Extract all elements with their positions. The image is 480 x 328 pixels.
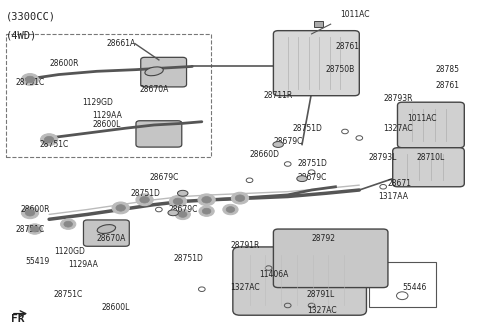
Ellipse shape (178, 190, 188, 196)
Circle shape (22, 207, 38, 219)
Bar (6, 34, 211, 157)
FancyBboxPatch shape (393, 148, 464, 187)
Circle shape (202, 196, 211, 203)
Text: 28751C: 28751C (16, 225, 45, 234)
Text: 28679C: 28679C (297, 173, 327, 181)
Text: (3300CC): (3300CC) (6, 11, 56, 21)
Circle shape (169, 195, 187, 207)
Text: 1011AC: 1011AC (407, 114, 436, 123)
Text: 28600R: 28600R (21, 205, 50, 214)
Text: 1317AA: 1317AA (378, 192, 408, 201)
FancyBboxPatch shape (233, 247, 366, 315)
Text: FR: FR (11, 314, 24, 324)
Text: 28661A: 28661A (107, 39, 136, 48)
Circle shape (199, 206, 214, 216)
Text: 28751D: 28751D (292, 124, 323, 133)
Text: 1327AC: 1327AC (383, 124, 413, 133)
FancyBboxPatch shape (274, 31, 360, 96)
Ellipse shape (297, 176, 307, 182)
Circle shape (140, 196, 149, 203)
Circle shape (175, 209, 191, 220)
Text: 28751D: 28751D (130, 189, 160, 198)
Text: 28670A: 28670A (97, 234, 126, 243)
Text: 28679C: 28679C (168, 205, 198, 214)
Text: 28793R: 28793R (383, 94, 413, 103)
Circle shape (116, 205, 125, 211)
Circle shape (112, 202, 129, 214)
Text: 28660D: 28660D (250, 150, 279, 159)
Text: 11406A: 11406A (259, 270, 288, 279)
Text: 28761: 28761 (436, 81, 460, 91)
Text: 28751D: 28751D (173, 254, 203, 263)
Circle shape (22, 73, 38, 85)
Text: 28670A: 28670A (140, 85, 169, 94)
Circle shape (60, 219, 76, 229)
Text: 28750B: 28750B (326, 65, 355, 74)
Text: 1011AC: 1011AC (340, 10, 370, 19)
Circle shape (40, 134, 58, 145)
Bar (314, 21, 323, 28)
Text: 28679C: 28679C (274, 137, 303, 146)
Circle shape (223, 204, 238, 215)
Circle shape (64, 221, 72, 227)
Text: 28710L: 28710L (417, 153, 445, 162)
Circle shape (179, 212, 187, 217)
Text: 28792: 28792 (312, 234, 336, 243)
Text: 28751C: 28751C (16, 78, 45, 87)
Circle shape (235, 195, 245, 201)
Circle shape (226, 207, 235, 213)
Text: 28600R: 28600R (49, 59, 79, 68)
Text: 28751C: 28751C (54, 290, 83, 298)
Circle shape (44, 136, 54, 143)
Circle shape (202, 208, 211, 214)
Text: (4WD): (4WD) (6, 31, 37, 41)
Circle shape (25, 76, 35, 83)
Text: 1129AA: 1129AA (68, 260, 98, 269)
Text: 28791L: 28791L (307, 290, 335, 298)
Text: 28600L: 28600L (102, 303, 130, 312)
FancyBboxPatch shape (84, 220, 129, 246)
Circle shape (136, 194, 153, 206)
Ellipse shape (97, 225, 116, 234)
Text: 28785: 28785 (436, 65, 460, 74)
FancyBboxPatch shape (141, 57, 187, 87)
FancyBboxPatch shape (397, 102, 464, 148)
Circle shape (198, 194, 215, 206)
Text: 28793L: 28793L (369, 153, 397, 162)
Text: 1129AA: 1129AA (92, 111, 122, 120)
Text: 28761: 28761 (336, 42, 360, 51)
Circle shape (173, 198, 183, 205)
FancyBboxPatch shape (274, 229, 388, 288)
Text: 28751D: 28751D (297, 159, 327, 169)
Circle shape (231, 192, 249, 204)
Bar (369, 261, 436, 307)
Ellipse shape (145, 67, 163, 76)
Circle shape (25, 210, 35, 216)
Text: 28600L: 28600L (92, 120, 120, 130)
Text: 28679C: 28679C (149, 173, 179, 181)
Circle shape (31, 226, 39, 232)
Text: 28711R: 28711R (264, 91, 293, 100)
Text: 1327AC: 1327AC (307, 306, 336, 315)
Circle shape (27, 224, 42, 234)
FancyBboxPatch shape (136, 121, 182, 147)
Text: 28791R: 28791R (230, 241, 260, 250)
Ellipse shape (168, 210, 179, 216)
Text: 28751C: 28751C (39, 140, 69, 149)
Text: 55446: 55446 (402, 283, 427, 292)
Text: 1120GD: 1120GD (54, 247, 85, 256)
Text: 55419: 55419 (25, 257, 49, 266)
Ellipse shape (273, 142, 283, 147)
Text: 28671: 28671 (388, 179, 412, 188)
Text: 1129GD: 1129GD (83, 98, 113, 107)
Text: 1327AC: 1327AC (230, 283, 260, 292)
